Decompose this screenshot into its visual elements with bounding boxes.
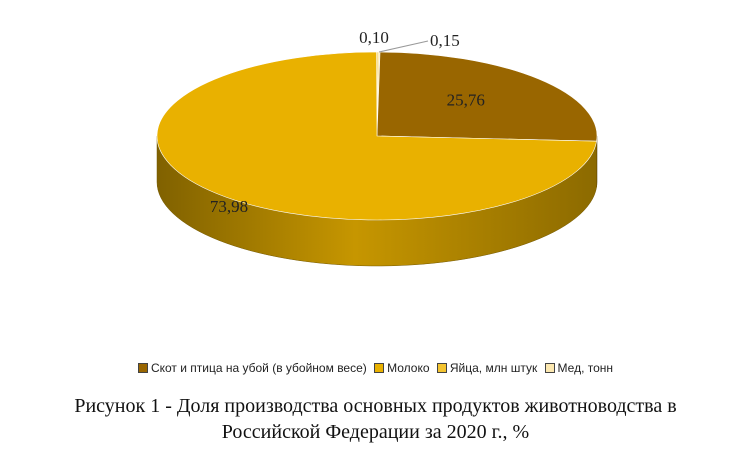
legend-swatch-eggs (436, 363, 447, 373)
data-label-honey: 0,15 (430, 31, 460, 50)
legend: Скот и птица на убой (в убойном весе) Мо… (0, 361, 751, 376)
leader-line-honey (378, 40, 429, 53)
data-label-livestock: 25,76 (447, 91, 485, 110)
caption-line-1: Рисунок 1 - Доля производства основных п… (74, 395, 677, 417)
legend-label-eggs: Яйца, млн штук (449, 361, 538, 375)
data-label-eggs: 0,10 (359, 28, 389, 47)
legend-swatch-milk (374, 363, 385, 373)
chart-area: 0,10 0,15 25,76 73,98 (156, 28, 598, 267)
legend-item-milk: Молоко (374, 361, 430, 375)
legend-label-honey: Мед, тонн (557, 361, 614, 375)
legend-swatch-honey (544, 363, 555, 373)
legend-item-livestock: Скот и птица на убой (в убойном весе) (137, 361, 367, 375)
legend-label-milk: Молоко (387, 361, 430, 375)
pie-chart: 0,10 0,15 25,76 73,98 (156, 28, 598, 267)
legend-label-livestock: Скот и птица на убой (в убойном весе) (150, 361, 367, 375)
data-label-milk: 73,98 (210, 197, 248, 216)
legend-item-eggs: Яйца, млн штук (436, 361, 538, 375)
caption-line-2: Российской Федерации за 2020 г., % (221, 421, 530, 443)
legend-swatch-livestock (137, 363, 148, 373)
pie-slice-milk (156, 51, 597, 221)
legend-item-honey: Мед, тонн (544, 361, 614, 375)
figure-caption: Рисунок 1 - Доля производства основных п… (0, 393, 751, 445)
pie-slice-livestock (376, 51, 598, 142)
